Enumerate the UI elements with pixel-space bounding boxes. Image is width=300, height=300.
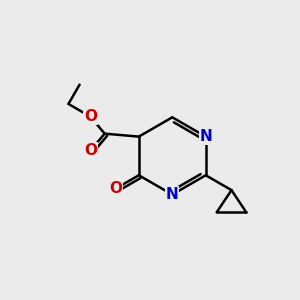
Text: O: O — [109, 181, 122, 196]
Text: N: N — [166, 187, 179, 202]
Text: N: N — [200, 129, 212, 144]
Text: O: O — [84, 109, 97, 124]
Text: O: O — [84, 143, 97, 158]
